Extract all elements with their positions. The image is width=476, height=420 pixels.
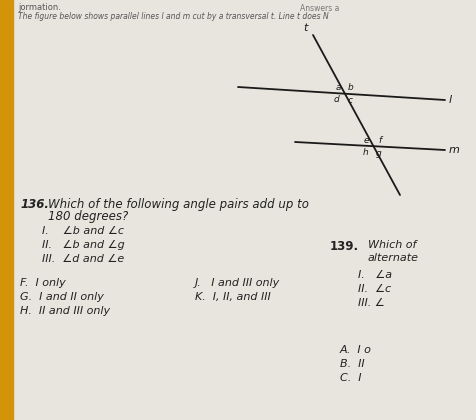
Text: a: a [335, 83, 340, 92]
Text: m: m [448, 145, 459, 155]
Text: A.  I o: A. I o [339, 345, 371, 355]
Text: G.  I and II only: G. I and II only [20, 292, 104, 302]
Text: e: e [363, 136, 368, 144]
Text: II.   ∠b and ∠g: II. ∠b and ∠g [42, 240, 125, 250]
Text: K.  I, II, and III: K. I, II, and III [195, 292, 270, 302]
Text: I.   ∠a: I. ∠a [357, 270, 391, 280]
Text: Answers a: Answers a [299, 4, 338, 13]
Text: c: c [347, 96, 352, 105]
Text: h: h [362, 148, 367, 157]
Text: The figure below shows parallel lines l and m cut by a transversal t. Line t doe: The figure below shows parallel lines l … [18, 12, 328, 21]
Text: 139.: 139. [329, 240, 358, 253]
Text: III.  ∠d and ∠e: III. ∠d and ∠e [42, 254, 124, 264]
Text: Which of the following angle pairs add up to: Which of the following angle pairs add u… [48, 198, 308, 211]
Text: jormation.: jormation. [18, 3, 61, 12]
Text: III. ∠: III. ∠ [357, 298, 384, 308]
Text: f: f [377, 136, 380, 144]
Text: J.   I and III only: J. I and III only [195, 278, 280, 288]
Text: H.  II and III only: H. II and III only [20, 306, 110, 316]
Text: C.  I: C. I [339, 373, 361, 383]
Text: t: t [302, 23, 307, 33]
Text: B.  II: B. II [339, 359, 364, 369]
Text: I.    ∠b and ∠c: I. ∠b and ∠c [42, 226, 124, 236]
Text: 180 degrees?: 180 degrees? [48, 210, 128, 223]
Text: Which of: Which of [367, 240, 416, 250]
Text: b: b [347, 83, 353, 92]
Text: d: d [333, 95, 339, 104]
Bar [0, 0, 13, 420]
Text: 136.: 136. [20, 198, 49, 211]
Text: g: g [375, 149, 380, 158]
Text: l: l [448, 95, 451, 105]
Text: alternate: alternate [367, 253, 418, 263]
Text: F.  I only: F. I only [20, 278, 66, 288]
Text: II.  ∠c: II. ∠c [357, 284, 390, 294]
